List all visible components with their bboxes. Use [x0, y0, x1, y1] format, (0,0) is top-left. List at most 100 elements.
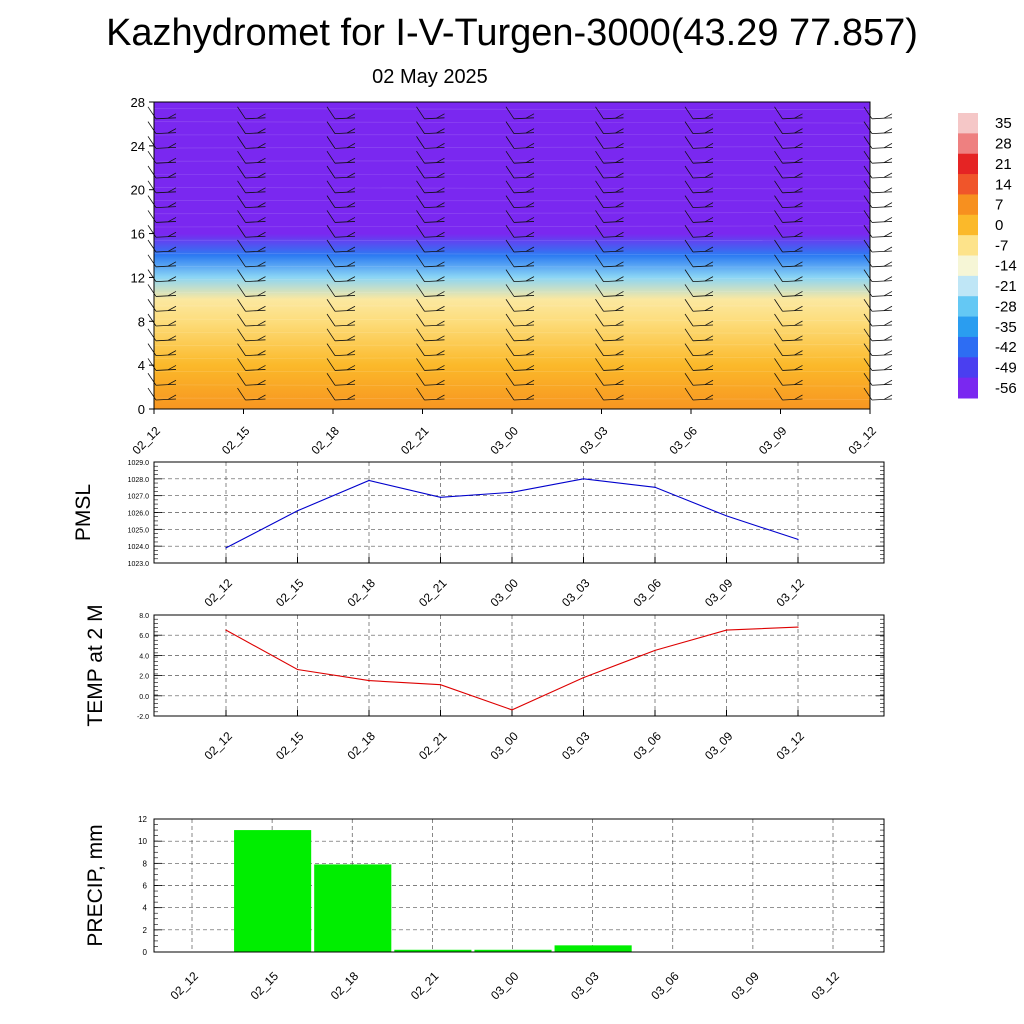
temperature-field	[154, 102, 870, 409]
x-tick-label: 02_12	[201, 576, 235, 610]
wind-barb	[416, 299, 425, 312]
colorbar-label: 35	[995, 115, 1012, 132]
wind-barb	[416, 358, 425, 371]
wind-barb-flag	[704, 202, 714, 208]
wind-barb-flag	[436, 379, 445, 385]
y-tick-label: 1026.0	[128, 511, 150, 518]
wind-barb-flag	[513, 309, 535, 312]
wind-barb-flag	[513, 117, 535, 120]
wind-barb-flag	[603, 250, 624, 253]
wind-barb-flag	[525, 276, 535, 282]
x-tick-label: 02_18	[308, 423, 342, 457]
wind-barb	[863, 269, 873, 282]
wind-barb	[237, 343, 246, 356]
wind-barb-flag	[871, 147, 893, 149]
wind-barb-flag	[871, 161, 893, 164]
wind-barb-flag	[334, 221, 356, 223]
wind-barb	[774, 269, 783, 282]
wind-barb-flag	[424, 295, 445, 297]
wind-barb	[863, 343, 873, 356]
wind-barb	[684, 136, 694, 149]
wind-barb	[147, 343, 157, 356]
wind-barb-flag	[334, 383, 356, 386]
wind-barb-flag	[257, 305, 266, 311]
wind-barb-flag	[692, 339, 714, 342]
wind-barb-flag	[883, 320, 893, 326]
wind-barb-flag	[436, 128, 445, 134]
wind-barb	[147, 165, 157, 179]
wind-barb-flag	[615, 231, 624, 237]
wind-barb-flag	[794, 350, 803, 356]
wind-barb	[505, 239, 515, 253]
wind-barb-flag	[424, 191, 445, 194]
wind-barb-flag	[155, 398, 177, 401]
wind-barb	[505, 358, 515, 371]
y-tick-label: 2	[143, 926, 148, 935]
wind-barb	[595, 195, 604, 208]
x-tick-label: 03_00	[487, 576, 521, 610]
wind-barb-flag	[436, 335, 445, 341]
wind-barb	[147, 224, 157, 238]
wind-barb-flag	[155, 265, 177, 268]
wind-barb-flag	[167, 394, 177, 400]
wind-barb-flag	[424, 132, 445, 135]
wind-barb-flag	[525, 143, 535, 149]
wind-barb-flag	[782, 235, 803, 238]
wind-barb-flag	[513, 176, 535, 179]
contour-line	[153, 121, 871, 124]
wind-barb-flag	[436, 261, 445, 267]
wind-barb-flag	[883, 379, 893, 385]
colorbar-swatch	[958, 235, 978, 256]
wind-barb-flag	[334, 265, 356, 268]
wind-barb	[595, 299, 604, 312]
wind-barb-flag	[167, 113, 177, 119]
wind-barb	[505, 165, 515, 179]
wind-barb	[416, 180, 425, 194]
wind-barb	[237, 121, 246, 134]
wind-barb-flag	[615, 143, 624, 149]
wind-barb-flag	[513, 265, 535, 268]
wind-barb-flag	[513, 398, 535, 401]
wind-barb-flag	[782, 117, 803, 120]
y-tick-label: 8.0	[139, 613, 149, 620]
wind-barb-flag	[794, 202, 803, 208]
wind-barb-flag	[334, 161, 356, 164]
wind-barb-flag	[883, 128, 893, 134]
wind-barb-flag	[245, 132, 266, 135]
wind-barb-flag	[704, 113, 714, 119]
wind-barb-flag	[794, 217, 803, 223]
wind-barb-flag	[704, 305, 714, 311]
wind-barb-flag	[692, 354, 714, 357]
wind-barb-flag	[794, 143, 803, 149]
wind-barb	[863, 284, 873, 297]
wind-barb	[684, 106, 694, 120]
wind-barb-flag	[346, 217, 356, 223]
wind-barb-flag	[513, 280, 535, 283]
wind-barb-flag	[155, 280, 177, 283]
data-point	[582, 478, 585, 480]
y-tick-label: 8	[143, 859, 148, 868]
wind-barb-flag	[615, 202, 624, 208]
wind-barb-flag	[704, 394, 714, 400]
wind-barb-flag	[245, 324, 266, 327]
wind-barb	[505, 373, 515, 386]
colorbar-swatch	[958, 296, 978, 318]
wind-barb	[147, 313, 157, 327]
wind-barb-flag	[692, 147, 714, 149]
contour-line	[153, 384, 871, 387]
wind-barb-flag	[155, 161, 177, 164]
wind-barb-flag	[603, 339, 624, 342]
colorbar-swatch	[958, 255, 978, 277]
wind-barb-flag	[257, 143, 266, 149]
wind-barb	[326, 195, 336, 208]
wind-barb-flag	[883, 394, 893, 400]
wind-barb	[416, 373, 425, 386]
wind-barb-flag	[346, 291, 356, 297]
wind-barb	[774, 150, 783, 164]
wind-barb-flag	[167, 305, 177, 311]
colorbar-swatch	[958, 153, 978, 175]
wind-barb-flag	[525, 113, 535, 119]
wind-barb-flag	[257, 157, 266, 163]
wind-barb-flag	[704, 143, 714, 149]
y-tick-label: 1029.0	[128, 460, 150, 467]
